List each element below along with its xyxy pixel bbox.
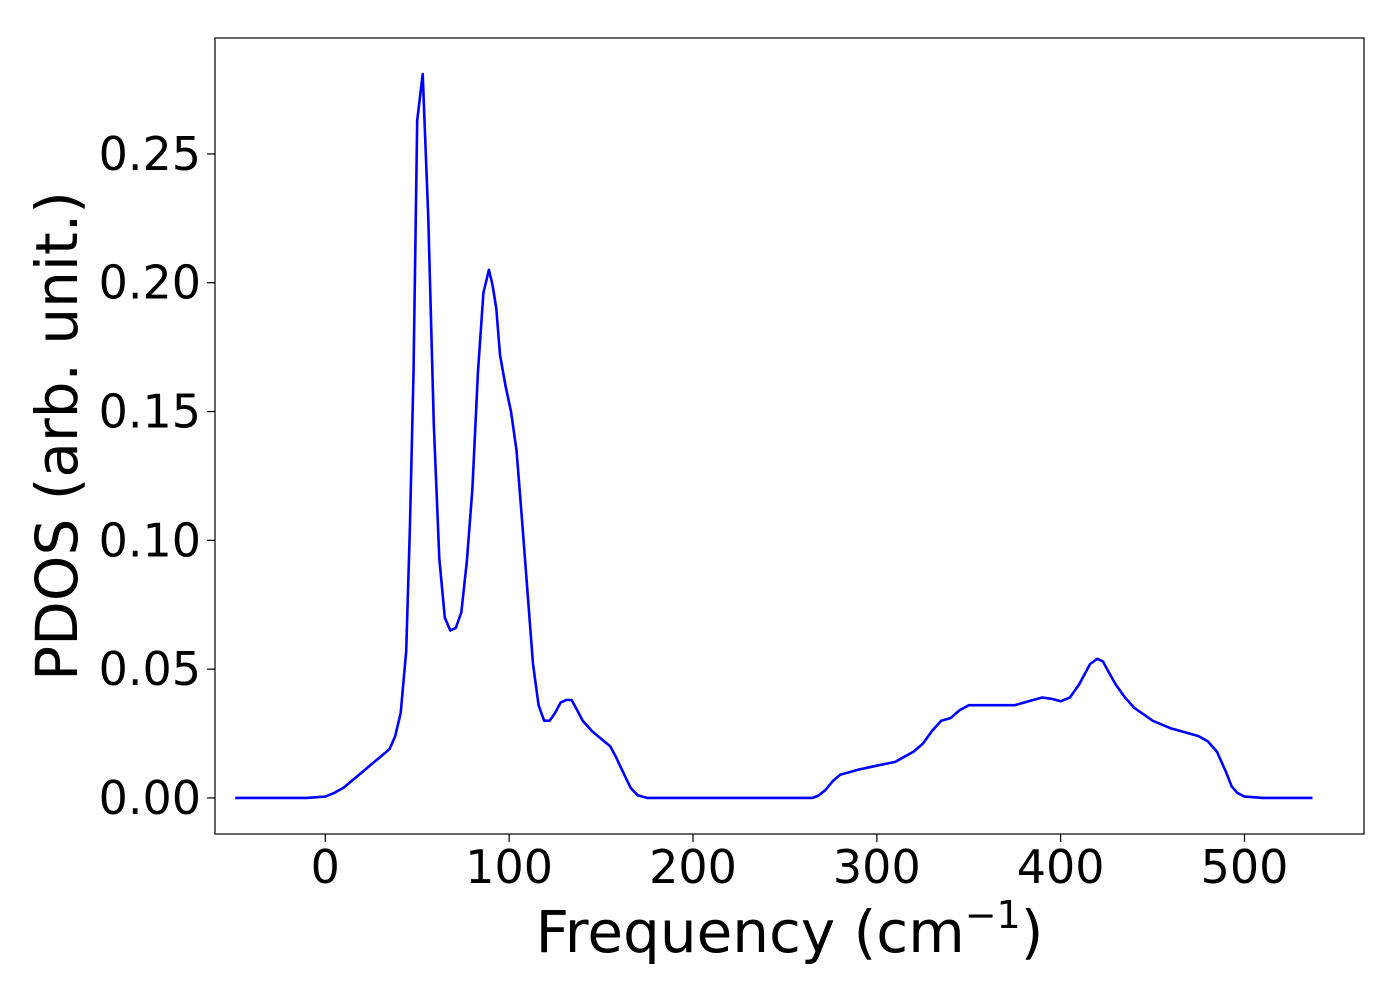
y-tick-label: 0.15 xyxy=(99,385,201,439)
y-tick-label: 0.20 xyxy=(99,256,201,310)
x-tick-label: 500 xyxy=(1201,840,1289,894)
y-tick-label: 0.25 xyxy=(99,127,201,181)
x-tick-label: 400 xyxy=(1017,840,1105,894)
x-axis-ticks: 0 100 200 300 400 500 xyxy=(311,834,1289,894)
y-axis-ticks: 0.00 0.05 0.10 0.15 0.20 0.25 xyxy=(99,127,215,825)
x-axis-label-close: ) xyxy=(1021,898,1044,966)
y-tick-label: 0.10 xyxy=(99,513,201,567)
x-axis-label-superscript: −1 xyxy=(965,893,1021,937)
x-tick-label: 300 xyxy=(833,840,921,894)
x-axis-label: Frequency (cm−1) xyxy=(536,893,1044,966)
plot-frame xyxy=(214,37,1365,835)
y-tick-label: 0.00 xyxy=(99,771,201,825)
y-tick-label: 0.05 xyxy=(99,642,201,696)
x-axis-label-text: Frequency (cm xyxy=(536,898,965,966)
x-tick-label: 0 xyxy=(311,840,340,894)
pdos-series-line xyxy=(235,72,1313,800)
x-tick-label: 200 xyxy=(649,840,737,894)
y-axis-label: PDOS (arb. unit.) xyxy=(23,191,91,681)
series-layer xyxy=(235,72,1313,800)
x-tick-label: 100 xyxy=(465,840,553,894)
